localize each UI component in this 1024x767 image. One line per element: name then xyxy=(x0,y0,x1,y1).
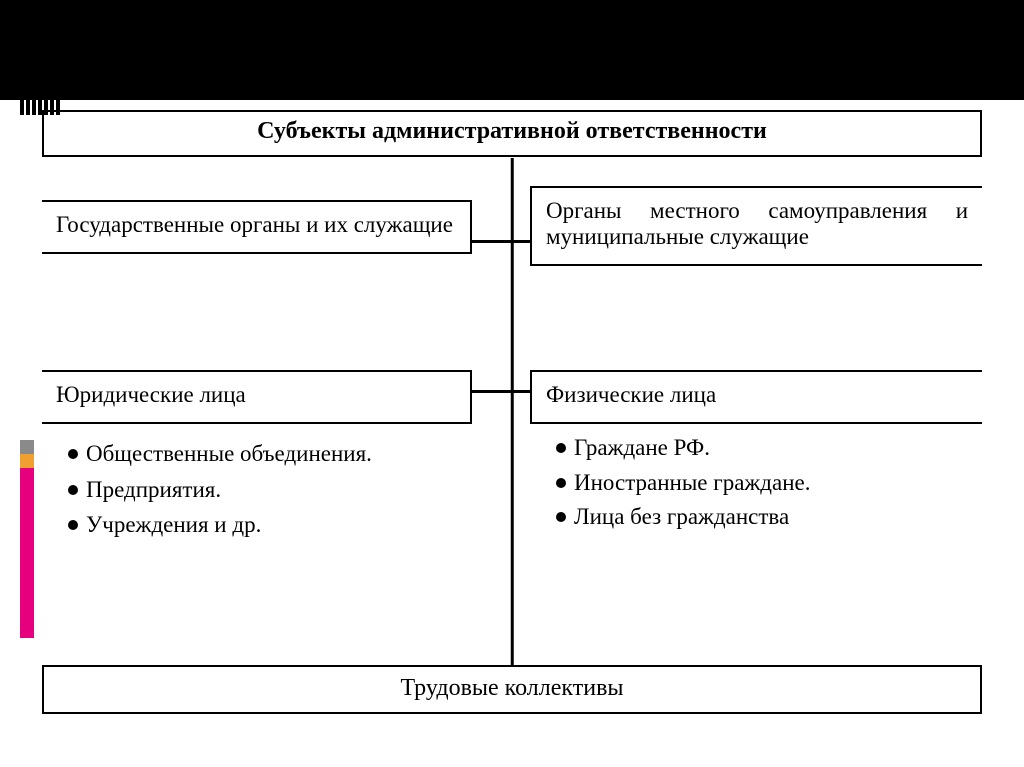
bullet-icon xyxy=(68,520,78,530)
list-item: Предприятия. xyxy=(68,472,460,508)
node-physical-persons: Физические лица xyxy=(530,370,982,424)
list-legal-entities: Общественные объединения. Предприятия. У… xyxy=(42,430,472,543)
bullet-icon xyxy=(68,485,78,495)
list-item: Общественные объединения. xyxy=(68,436,460,472)
node-legal-entities: Юридические лица xyxy=(42,370,472,424)
chart-title: Субъекты административной ответственност… xyxy=(42,110,982,157)
node-labor-collectives: Трудовые коллективы xyxy=(42,665,982,714)
list-item: Граждане РФ. xyxy=(556,431,970,466)
bullet-icon xyxy=(556,478,566,488)
node-government-bodies: Государственные органы и их служащие xyxy=(42,200,472,254)
bullet-icon xyxy=(556,512,566,522)
hierarchy-chart: Субъекты административной ответственност… xyxy=(42,110,982,157)
list-item: Лица без гражданства xyxy=(556,500,970,535)
bullet-icon xyxy=(556,443,566,453)
bullet-icon xyxy=(68,449,78,459)
top-black-banner xyxy=(0,0,1024,100)
list-physical-persons: Граждане РФ. Иностранные граждане. Лица … xyxy=(530,425,982,535)
list-item: Учреждения и др. xyxy=(68,507,460,543)
side-color-accent xyxy=(20,440,34,638)
node-local-government: Органы местного самоуправления и муницип… xyxy=(530,186,982,266)
list-item: Иностранные граждане. xyxy=(556,466,970,501)
